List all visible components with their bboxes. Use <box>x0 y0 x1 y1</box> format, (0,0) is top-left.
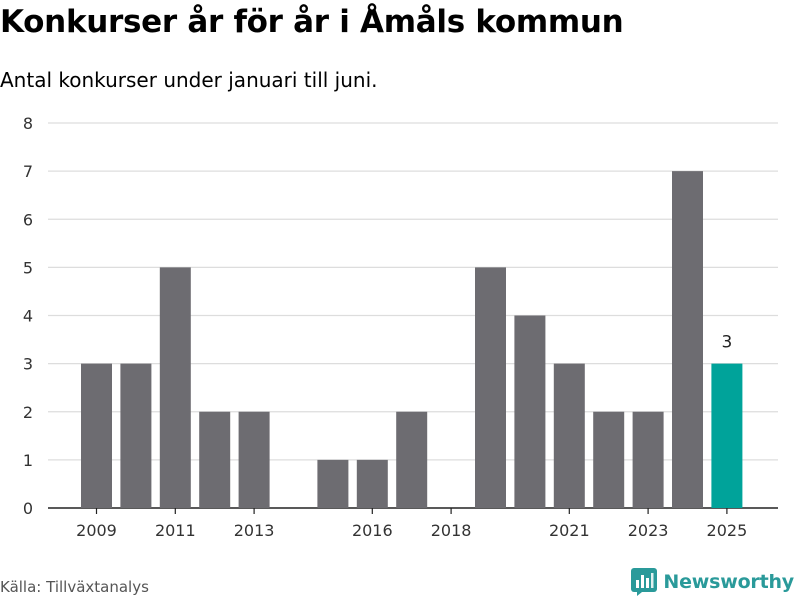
data-labels: 3 <box>721 333 732 353</box>
bars <box>81 171 743 508</box>
bar-2011 <box>159 267 191 508</box>
brand-name: Newsworthy <box>663 571 794 593</box>
x-axis-ticks: 2009 2011 2013 2016 2018 2021 2023 2025 <box>76 508 747 540</box>
bar-2025 <box>711 363 743 508</box>
bar-2019 <box>475 267 506 508</box>
bar-2022 <box>593 411 625 508</box>
x-tick-label: 2016 <box>352 521 393 540</box>
x-tick-label: 2013 <box>234 521 275 540</box>
y-tick-label: 7 <box>23 162 33 181</box>
bar-2017 <box>396 411 428 508</box>
y-tick-label: 5 <box>23 258 33 277</box>
brand-logo: Newsworthy <box>631 568 794 596</box>
source-note: Källa: Tillväxtanalys <box>0 578 149 596</box>
y-tick-label: 1 <box>23 451 33 470</box>
bar-2016 <box>356 459 388 508</box>
x-tick-label: 2025 <box>707 521 748 540</box>
bar-2010 <box>120 363 152 508</box>
y-tick-label: 6 <box>23 210 33 229</box>
y-tick-label: 2 <box>23 403 33 422</box>
bar-2015 <box>317 459 349 508</box>
bar-2021 <box>553 363 585 508</box>
y-tick-label: 8 <box>23 114 33 133</box>
y-axis-ticks: 0 1 2 3 4 5 6 7 8 <box>23 114 33 518</box>
y-tick-label: 3 <box>23 355 33 374</box>
data-label-2025: 3 <box>721 333 732 353</box>
y-tick-label: 4 <box>23 307 33 326</box>
bar-2013 <box>238 411 270 508</box>
bar-2012 <box>199 411 231 508</box>
x-tick-label: 2018 <box>431 521 472 540</box>
x-tick-label: 2011 <box>155 521 196 540</box>
y-tick-label: 0 <box>23 499 33 518</box>
bar-2009 <box>81 363 112 508</box>
bar-2020 <box>514 315 546 508</box>
bar-2023 <box>632 411 664 508</box>
chart-subtitle: Antal konkurser under januari till juni. <box>0 68 378 92</box>
x-tick-label: 2021 <box>549 521 590 540</box>
chart-title: Konkurser år för år i Åmåls kommun <box>0 4 624 40</box>
x-tick-label: 2023 <box>628 521 669 540</box>
bar-chart-logo-icon <box>631 568 658 596</box>
x-tick-label: 2009 <box>76 521 117 540</box>
bar-2024 <box>672 171 703 508</box>
